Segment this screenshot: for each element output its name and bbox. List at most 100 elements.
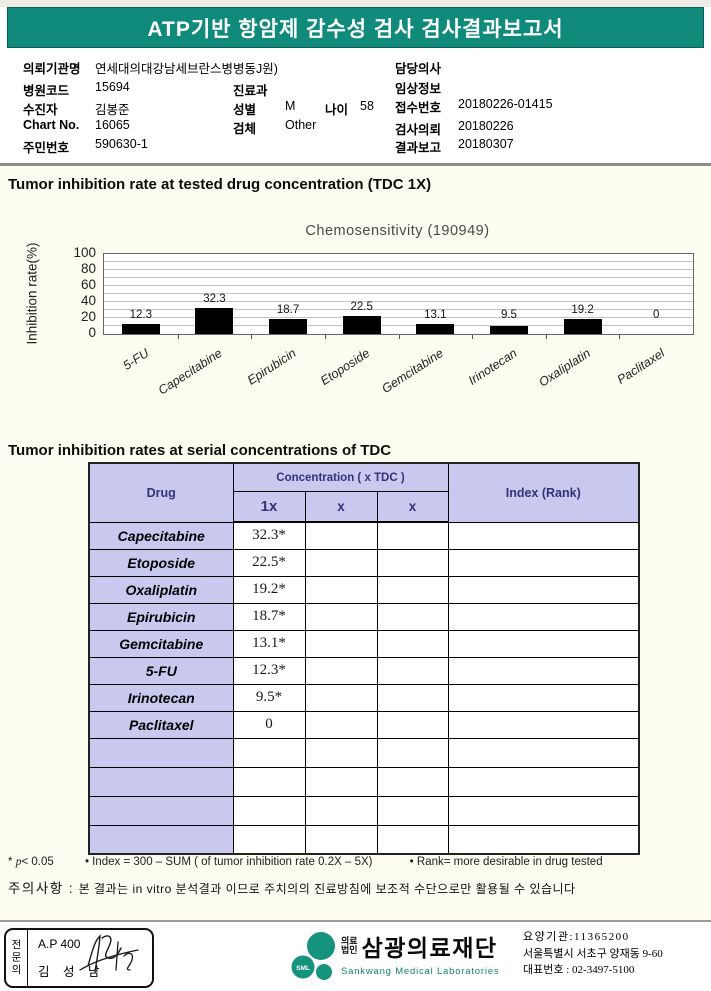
organization-name-en: Sankwang Medical Laboratories — [341, 966, 500, 977]
x-axis-label: 5-FU — [120, 346, 152, 373]
index-rank-cell — [447, 683, 640, 712]
field-label: 주민번호 — [23, 141, 70, 155]
field-value: 김봉준 — [95, 103, 130, 117]
value-cell-x3 — [376, 795, 449, 826]
y-axis-tick: 40 — [80, 293, 96, 308]
table-row: Gemcitabine 13.1* — [88, 629, 640, 658]
field-label: 진료과 — [233, 84, 268, 98]
value-cell-1x: 12.3* — [232, 656, 306, 685]
contact-institution-code: 요양기관:11365200 — [523, 931, 630, 943]
contact-phone: 대표번호 : 02-3497-5100 — [523, 964, 635, 976]
field-label: 병원코드 — [23, 84, 70, 98]
field-label: 수진자 — [23, 103, 58, 117]
value-cell-1x: 18.7* — [232, 602, 306, 631]
drug-cell: Irinotecan — [88, 683, 234, 712]
chart-title: Chemosensitivity (190949) — [305, 223, 490, 239]
x-axis-label: Gemcitabine — [379, 346, 446, 396]
bar — [195, 308, 234, 334]
stamp-side-label: 전문의 — [6, 930, 28, 986]
gridline — [104, 285, 693, 286]
index-rank-cell — [447, 766, 640, 797]
bar-value-label: 22.5 — [350, 301, 373, 313]
gridline — [104, 261, 693, 262]
value-cell-1x — [232, 766, 306, 797]
value-cell-x3 — [376, 602, 449, 631]
field-label: 나이 — [325, 103, 349, 117]
y-axis-tick: 100 — [73, 245, 96, 260]
bar — [563, 318, 602, 334]
table-row: Capecitabine 32.3* — [88, 521, 640, 550]
report-title: ATP기반 항암제 감수성 검사 검사결과보고서 — [147, 17, 564, 41]
bar-value-label: 19.2 — [571, 303, 594, 316]
table-row — [88, 737, 640, 768]
index-rank-cell — [447, 795, 640, 826]
sml-logo-icon: SML — [291, 932, 335, 980]
table-row: 5-FU 12.3* — [88, 656, 640, 685]
chart-plot-area: 12.3 32.3 18.7 22.5 13.1 9.5 19.2 0 — [103, 253, 694, 339]
field-value: 58 — [360, 99, 374, 113]
drug-cell: Paclitaxel — [88, 710, 234, 739]
gridline — [104, 325, 693, 326]
x-axis-label: Irinotecan — [465, 346, 520, 388]
table-row — [88, 766, 640, 797]
value-cell-x3 — [376, 629, 449, 658]
drug-cell — [88, 737, 234, 768]
col-header-concentration: Concentration ( x TDC ) — [232, 462, 449, 492]
table-row: Epirubicin 18.7* — [88, 602, 640, 631]
field-value: 연세대의대강남세브란스병병동J원) — [95, 62, 278, 76]
value-cell-x3 — [376, 548, 449, 577]
value-cell-1x: 22.5* — [232, 548, 306, 577]
table-row: Irinotecan 9.5* — [88, 683, 640, 712]
value-cell-x3 — [376, 824, 449, 855]
gridline — [104, 317, 693, 318]
bar-value-label: 0 — [652, 309, 660, 321]
table-row — [88, 795, 640, 826]
col-header-1x: 1x — [232, 491, 306, 523]
bar-value-label: 32.3 — [203, 293, 226, 306]
bar — [269, 319, 308, 334]
drug-cell: Epirubicin — [88, 602, 234, 631]
field-label: 접수번호 — [395, 101, 442, 115]
x-axis-tick — [545, 335, 547, 339]
value-cell-x2 — [304, 548, 378, 577]
organization-block: 의료 법인 삼광의료재단 Sankwang Medical Laboratori… — [341, 929, 499, 977]
index-rank-cell — [447, 710, 640, 739]
svg-text:SML: SML — [296, 965, 310, 972]
index-rank-cell — [447, 575, 640, 604]
gridline — [104, 269, 693, 270]
value-cell-1x: 0 — [232, 710, 306, 739]
drug-cell — [88, 795, 234, 826]
field-value: 20180226-01415 — [458, 97, 553, 111]
drug-cell: Etoposide — [88, 548, 234, 577]
contact-address: 서울특별시 서초구 양재동 9-60 — [523, 947, 663, 960]
organization-name: 삼광의료재단 — [361, 935, 498, 961]
field-label: 담당의사 — [395, 62, 442, 76]
field-value: Other — [285, 118, 317, 132]
x-axis-label: Epirubicin — [245, 346, 299, 388]
value-cell-1x: 32.3* — [232, 521, 306, 550]
x-axis-label: Paclitaxel — [614, 346, 667, 387]
value-cell-1x: 13.1* — [232, 629, 306, 658]
value-cell-1x: 9.5* — [232, 683, 306, 712]
value-cell-x2 — [304, 656, 378, 685]
value-cell-x3 — [376, 521, 449, 550]
x-axis-tick — [177, 335, 179, 339]
footnote-index: • Index = 300 – SUM ( of tumor inhibitio… — [84, 856, 373, 868]
field-value: 590630-1 — [95, 137, 148, 151]
gridline — [104, 309, 693, 310]
gridline — [104, 293, 693, 294]
col-header-x2: x — [304, 491, 378, 523]
value-cell-x2 — [304, 824, 378, 855]
x-axis-label: Etoposide — [318, 346, 373, 389]
drug-cell: Oxaliplatin — [88, 575, 234, 604]
y-axis-tick: 0 — [88, 325, 96, 340]
value-cell-1x: 19.2* — [232, 575, 306, 604]
footnote-pvalue: * p< 0.05 — [8, 856, 54, 868]
inhibition-rate-table: Drug Concentration ( x TDC ) Index (Rank… — [88, 462, 640, 855]
index-rank-cell — [447, 737, 640, 768]
field-label: 성별 — [233, 103, 257, 117]
footer-divider — [0, 920, 711, 922]
y-axis-tick: 80 — [80, 261, 96, 276]
value-cell-x2 — [304, 795, 378, 826]
